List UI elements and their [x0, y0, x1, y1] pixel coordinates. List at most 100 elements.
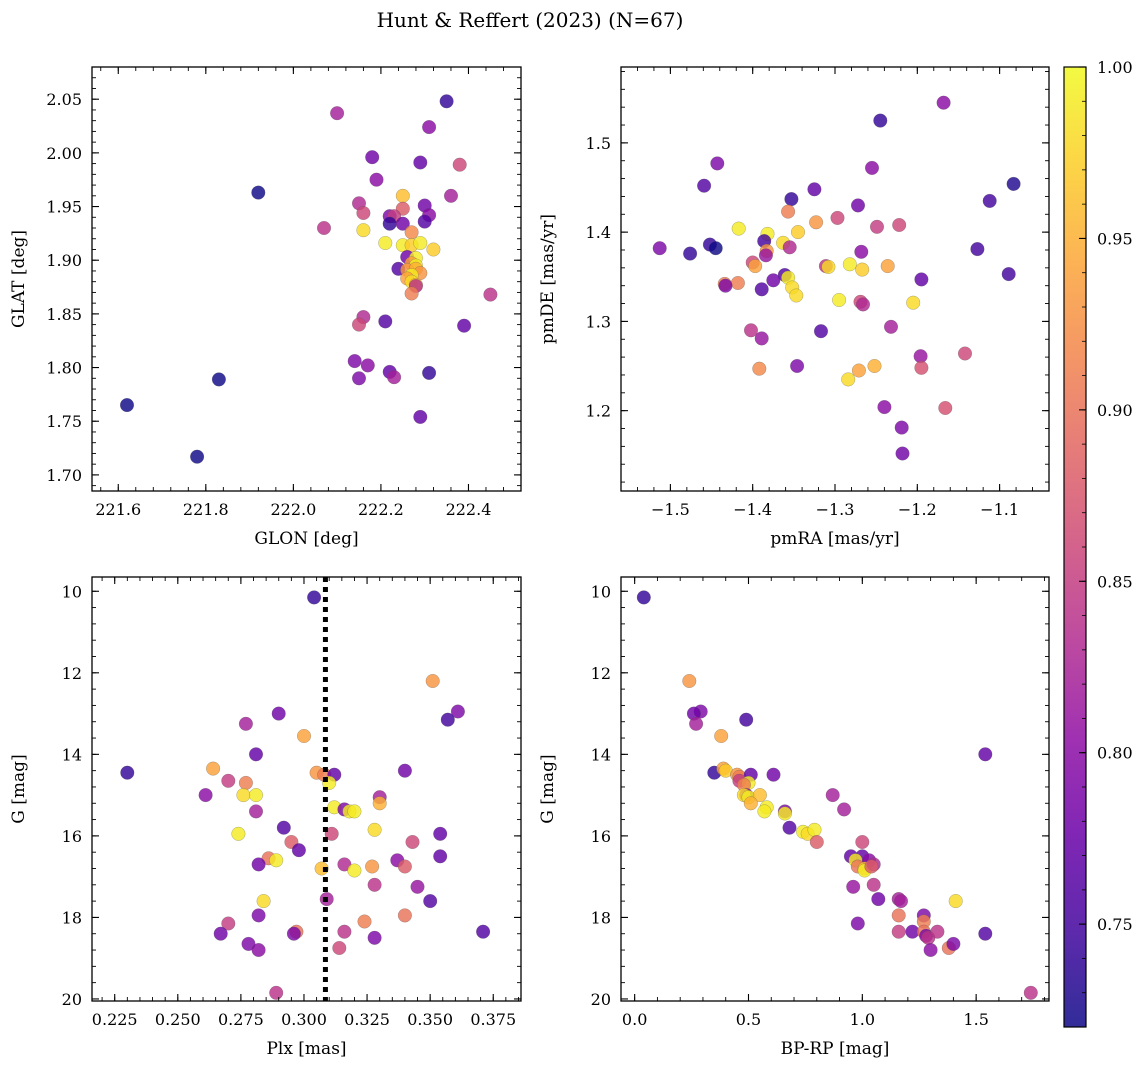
data-point [238, 716, 253, 731]
scatter-panel-glon-glat: 221.6 221.8 222.0 222.2 222.4 1.70 1.75 1.80 1.8… [9, 66, 522, 549]
x-axis-label: pmRA [mas/yr] [770, 529, 899, 549]
data-point [894, 420, 909, 435]
y-tick-label: 1.80 [46, 359, 82, 378]
data-point [841, 372, 856, 387]
figure-title: Hunt & Reffert (2023) (N=67) [377, 8, 684, 32]
data-point [891, 924, 906, 939]
data-point [256, 894, 271, 909]
scatter-panel-bprp-g: 0.0 0.5 1.0 1.5 10 12 14 16 18 20 BP-RP [mag] G [ma… [538, 576, 1050, 1059]
points [652, 95, 1021, 461]
data-point [1001, 267, 1016, 282]
data-point [948, 894, 963, 909]
data-point [970, 242, 985, 257]
data-point [405, 835, 420, 850]
y-tick-label: 1.85 [46, 305, 82, 324]
data-point [213, 926, 228, 941]
data-point [426, 242, 441, 257]
data-point [347, 804, 362, 819]
data-point [221, 773, 236, 788]
x-tick-label: 222.2 [358, 500, 404, 519]
x-tick-label: 1.5 [963, 1010, 988, 1029]
data-point [410, 879, 425, 894]
data-point [347, 863, 362, 878]
data-point [422, 365, 437, 380]
data-point [914, 272, 929, 287]
y-tick-label: 2.05 [46, 90, 82, 109]
data-point [936, 95, 951, 110]
data-point [877, 400, 892, 415]
y-axis-label: G [mag] [538, 754, 558, 823]
data-point [870, 219, 885, 234]
y-tick-label: 10 [62, 582, 82, 601]
axes-frame [91, 66, 522, 492]
data-point [855, 262, 870, 277]
y-tick-label: 1.90 [46, 251, 82, 270]
x-tick-label: −1.1 [980, 500, 1019, 519]
data-point [367, 930, 382, 945]
data-point [332, 941, 347, 956]
data-point [866, 877, 881, 892]
data-point [766, 273, 781, 288]
data-point [814, 324, 829, 339]
data-point [291, 843, 306, 858]
data-point [198, 788, 213, 803]
data-point [718, 278, 733, 293]
x-axis-label: GLON [deg] [254, 529, 358, 549]
data-point [682, 674, 697, 689]
data-point [757, 804, 772, 819]
data-point [777, 806, 792, 821]
data-point [867, 359, 882, 374]
data-point [752, 361, 767, 376]
x-tick-label: 0.0 [622, 1010, 647, 1029]
data-point [791, 225, 806, 240]
y-tick-label: 1.5 [586, 134, 611, 153]
data-point [413, 155, 428, 170]
data-point [782, 240, 797, 255]
data-point [352, 371, 367, 386]
points [119, 94, 498, 464]
data-point [357, 914, 372, 929]
data-point [856, 297, 871, 312]
y-axis-label: GLAT [deg] [9, 230, 29, 328]
data-point [754, 331, 769, 346]
data-point [317, 220, 332, 235]
y-tick-label: 1.3 [586, 312, 611, 331]
data-point [748, 259, 763, 274]
data-point [864, 859, 879, 874]
data-point [423, 894, 438, 909]
y-tick-label: 2.00 [46, 144, 82, 163]
data-point [206, 761, 221, 776]
data-point [352, 317, 367, 332]
colorbar-tick-label: 0.80 [1097, 744, 1133, 763]
y-tick-label: 10 [591, 582, 611, 601]
data-point [286, 926, 301, 941]
y-tick-label: 1.95 [46, 198, 82, 217]
data-point [397, 859, 412, 874]
y-tick-label: 18 [591, 908, 611, 927]
x-tick-label: 222.0 [270, 500, 316, 519]
data-point [892, 217, 907, 232]
data-point [978, 747, 993, 762]
data-point [766, 767, 781, 782]
x-tick-label: 0.5 [736, 1010, 761, 1029]
data-point [809, 215, 824, 230]
data-point [276, 820, 291, 835]
data-point [248, 804, 263, 819]
data-point [743, 796, 758, 811]
data-point [404, 286, 419, 301]
data-point [914, 360, 929, 375]
x-tick-label: 0.225 [92, 1010, 138, 1029]
x-tick-label: −1.4 [733, 500, 772, 519]
x-tick-label: 0.300 [281, 1010, 327, 1029]
data-point [251, 857, 266, 872]
data-point [754, 282, 769, 297]
data-point [251, 908, 266, 923]
data-point [271, 706, 286, 721]
data-point [821, 259, 836, 274]
data-point [238, 775, 253, 790]
y-tick-label: 14 [591, 745, 611, 764]
data-point [880, 259, 895, 274]
scatter-panel-pmra-pmde: −1.5 −1.4 −1.3 −1.2 −1.1 1.2 1.3 1.4 1.5 pmRA [ma… [538, 66, 1050, 549]
data-point [347, 354, 362, 369]
